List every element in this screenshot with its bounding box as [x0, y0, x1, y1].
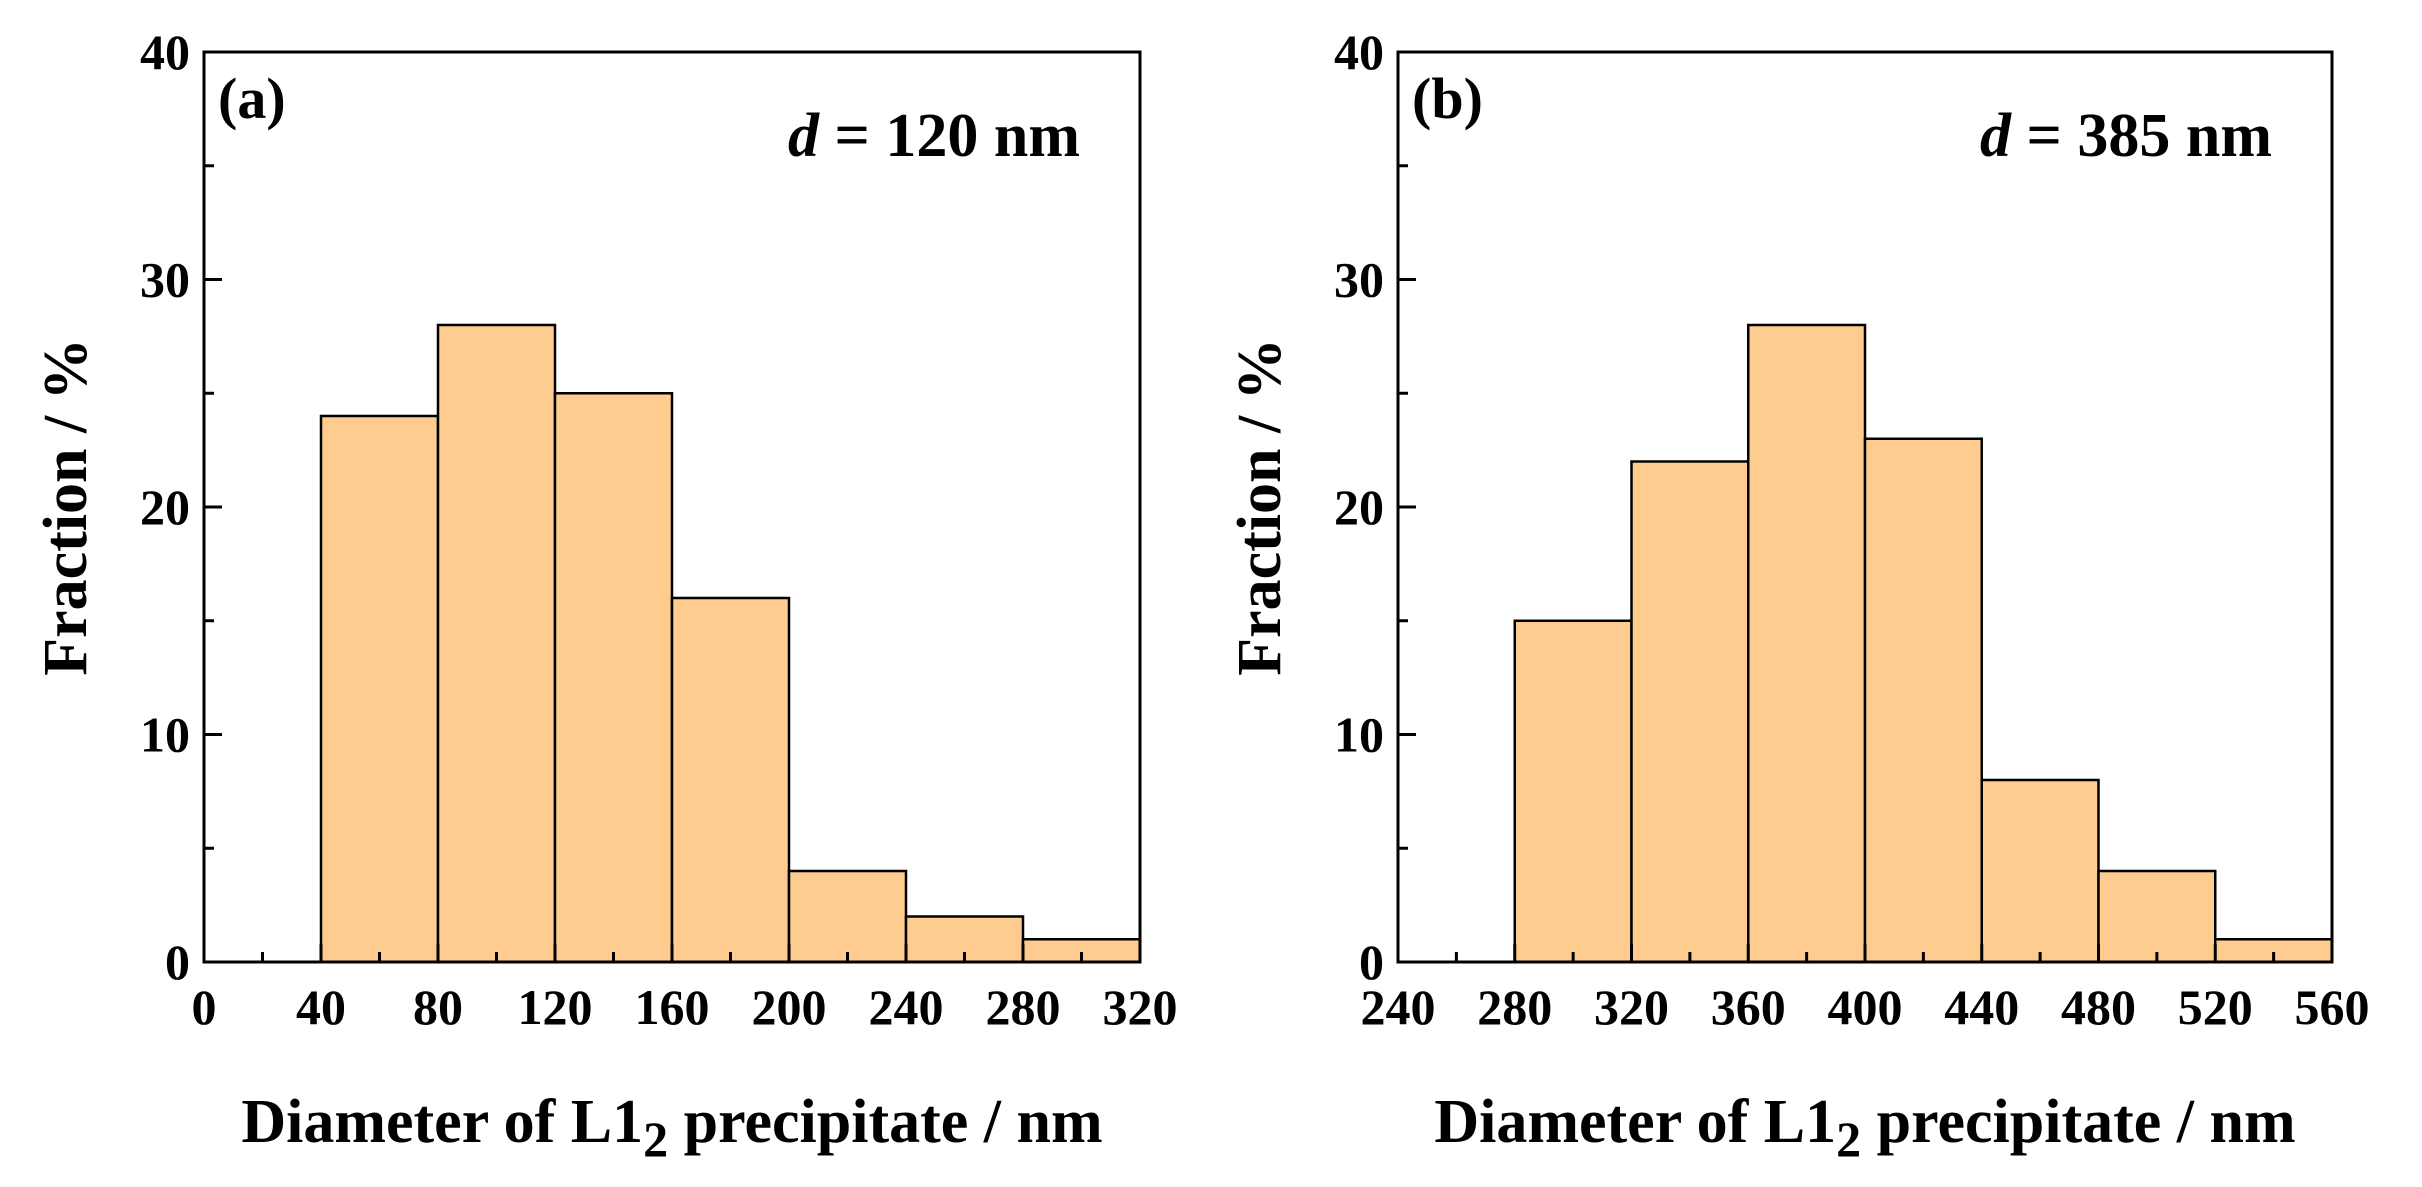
x-tick-label: 360	[1711, 979, 1786, 1035]
x-axis-title: Diameter of L12 precipitate / nm	[241, 1088, 1102, 1167]
histogram-bar	[1863, 437, 1983, 964]
histogram-bar	[436, 323, 557, 964]
x-axis-title: Diameter of L12 precipitate / nm	[1434, 1088, 2295, 1167]
x-tick-label: 120	[518, 979, 593, 1035]
y-tick-label: 40	[1334, 24, 1384, 80]
y-axis-title: Fraction / %	[1226, 338, 1294, 676]
y-axis-title: Fraction / %	[32, 338, 100, 676]
histogram-bar	[670, 596, 791, 964]
x-tick-label: 240	[1361, 979, 1436, 1035]
histogram-bar	[1747, 323, 1867, 964]
x-tick-label: 40	[296, 979, 346, 1035]
x-tick-label: 160	[635, 979, 710, 1035]
y-tick-label: 30	[1334, 252, 1384, 308]
x-tick-label: 440	[1944, 979, 2019, 1035]
x-tick-label: 480	[2061, 979, 2136, 1035]
histogram-bar	[1630, 460, 1750, 964]
x-tick-label: 320	[1103, 979, 1178, 1035]
chart-panel-0: 0 40 80 120 160 200 240 280 320 0 10 20 30 40 (a) d = 1…	[32, 24, 1178, 1167]
panel-label: (a)	[218, 66, 286, 131]
panel-label: (b)	[1412, 66, 1483, 131]
y-tick-label: 10	[1334, 707, 1384, 763]
y-tick-label: 10	[140, 707, 190, 763]
histogram-bar	[1980, 778, 2100, 964]
x-tick-label: 320	[1594, 979, 1669, 1035]
mean-diameter-annotation: d = 385 nm	[1980, 102, 2272, 170]
chart-panel-1: 240 280 320 360 400 440 480 520 560 0 10 20 30 40 (b) d…	[1226, 24, 2370, 1167]
mean-diameter-annotation: d = 120 nm	[788, 102, 1080, 170]
y-tick-label: 30	[140, 252, 190, 308]
x-tick-label: 280	[1477, 979, 1552, 1035]
x-tick-label: 400	[1828, 979, 1903, 1035]
x-tick-label: 520	[2178, 979, 2253, 1035]
y-tick-label: 0	[165, 934, 190, 990]
histogram-bar	[1513, 619, 1633, 964]
y-tick-label: 0	[1359, 934, 1384, 990]
y-tick-label: 40	[140, 24, 190, 80]
x-tick-label: 560	[2295, 979, 2370, 1035]
histogram-bar	[553, 392, 674, 964]
y-tick-label: 20	[1334, 479, 1384, 535]
x-tick-label: 280	[986, 979, 1061, 1035]
histogram-bar	[319, 414, 440, 964]
x-tick-label: 240	[869, 979, 944, 1035]
y-tick-label: 20	[140, 479, 190, 535]
histogram-bar	[2097, 869, 2217, 964]
histogram-bar	[787, 869, 908, 964]
x-tick-label: 80	[413, 979, 463, 1035]
x-tick-label: 200	[752, 979, 827, 1035]
x-tick-label: 0	[192, 979, 217, 1035]
